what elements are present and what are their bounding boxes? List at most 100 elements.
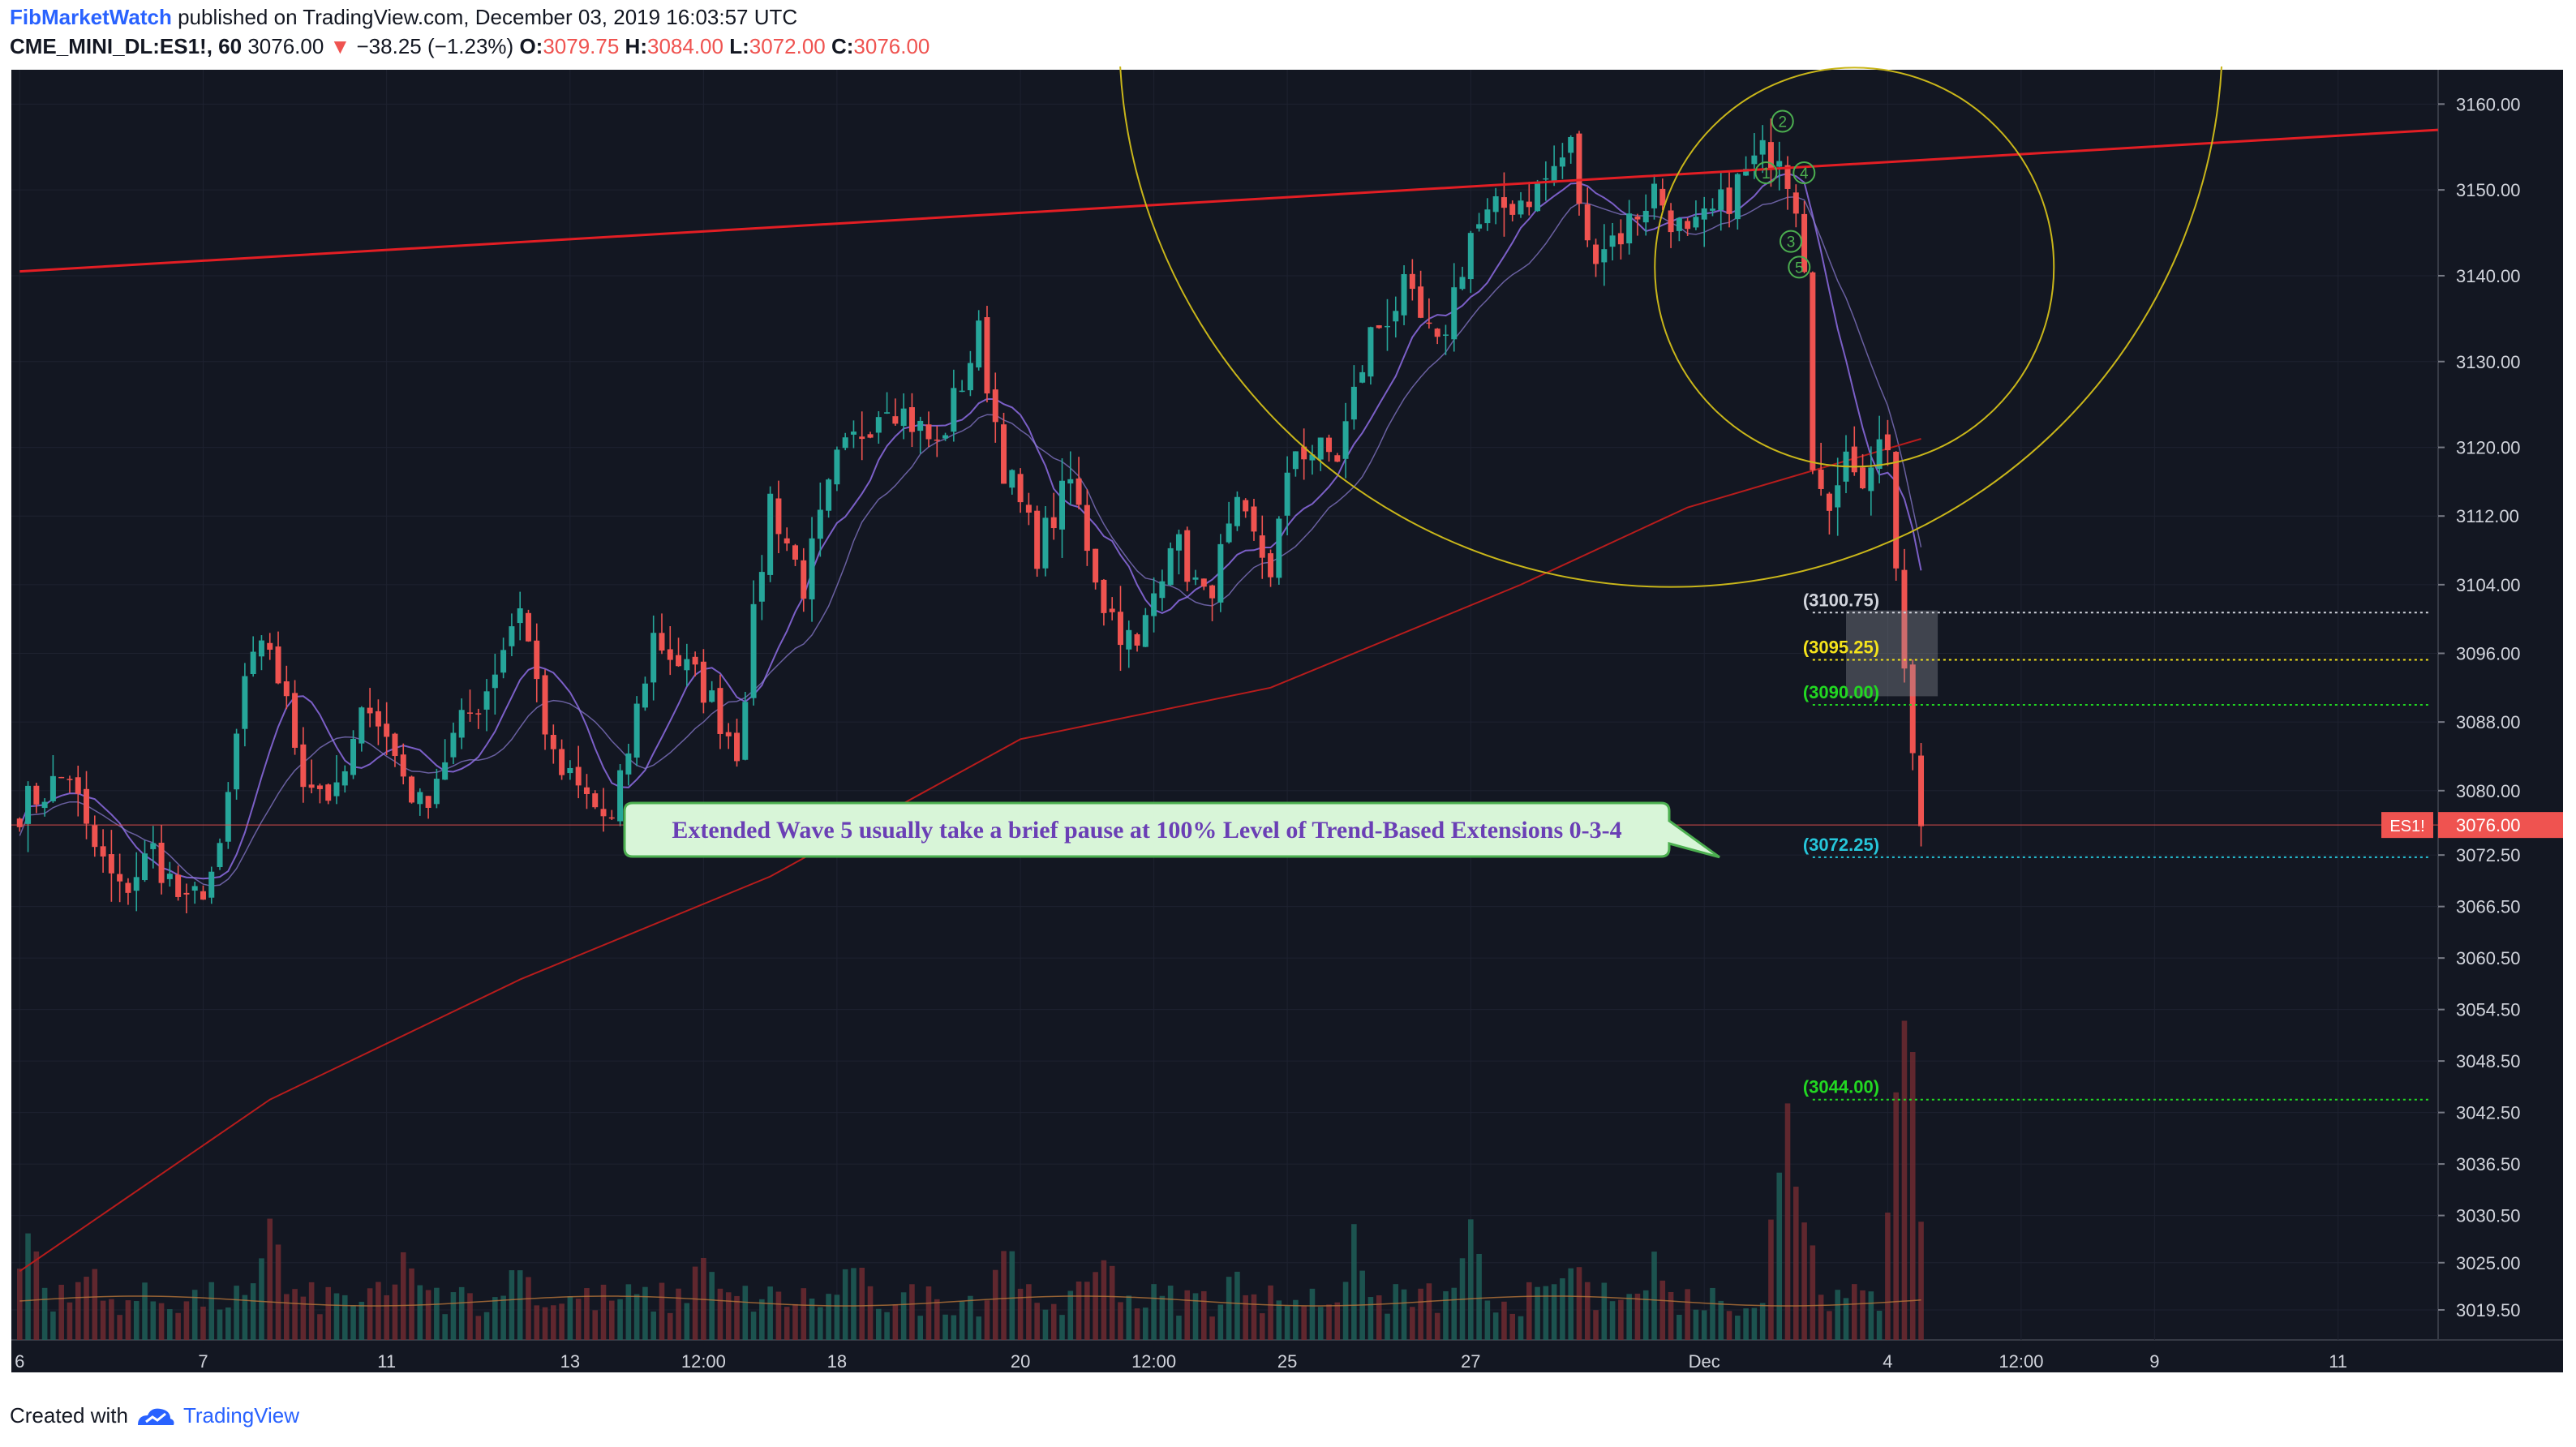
candle-body — [1767, 142, 1774, 170]
candle-body — [1526, 201, 1532, 208]
volume-bar — [100, 1300, 106, 1340]
volume-bar — [892, 1304, 899, 1340]
candle-body — [834, 449, 840, 485]
volume-bar — [1176, 1316, 1182, 1340]
candle-body — [41, 801, 48, 809]
candle-body — [1326, 437, 1333, 453]
volume-bar — [384, 1295, 389, 1340]
candle-body — [1701, 208, 1707, 220]
volume-bar — [542, 1307, 548, 1340]
volume-bar — [1084, 1282, 1090, 1340]
time-cycle-circle-large[interactable] — [1119, 67, 2222, 588]
candle-body — [1459, 277, 1466, 290]
time-axis[interactable] — [11, 1340, 2563, 1372]
volume-bar — [1109, 1265, 1115, 1340]
symbol-tag-label: ES1! — [2389, 818, 2424, 835]
volume-bar — [500, 1295, 506, 1340]
candle-body — [1418, 286, 1424, 318]
y-tick-label: 3150.00 — [2456, 180, 2521, 200]
wave-label-circle — [1792, 161, 1816, 184]
candle-body — [500, 650, 507, 673]
candle-body — [1009, 470, 1015, 488]
last-price: 3076.00 — [247, 34, 324, 58]
x-tick-label: 25 — [1277, 1351, 1297, 1372]
y-tick-label: 3054.50 — [2456, 1000, 2521, 1020]
volume-bar — [942, 1314, 948, 1340]
high-label: H: — [625, 34, 647, 58]
candle-body — [1259, 535, 1265, 558]
candle-body — [1576, 133, 1582, 204]
volume-bar — [1735, 1316, 1741, 1340]
candle-body — [33, 785, 40, 805]
candle-body — [659, 633, 665, 651]
volume-bar — [1901, 1020, 1908, 1340]
volume-bar — [851, 1268, 857, 1340]
candle-body — [1117, 612, 1123, 646]
candle-body — [525, 612, 531, 642]
candle-body — [976, 320, 982, 368]
tradingview-logo-icon — [137, 1408, 174, 1425]
volume-bar — [400, 1252, 406, 1340]
candle-body — [234, 733, 240, 790]
wave-label-circle — [1754, 161, 1778, 184]
volume-bar — [1201, 1290, 1207, 1340]
created-with-text: Created with — [10, 1403, 128, 1428]
volume-bar — [1609, 1301, 1616, 1340]
volume-bar — [917, 1316, 924, 1340]
candle-body — [84, 788, 90, 824]
volume-bar — [1026, 1284, 1032, 1340]
candle-body — [617, 770, 624, 822]
candle-body — [1835, 485, 1841, 508]
volume-bar — [242, 1295, 248, 1340]
volume-bar — [1710, 1287, 1715, 1340]
candle-body — [325, 784, 332, 801]
annotation-callout[interactable]: Extended Wave 5 usually take a brief pau… — [623, 801, 1720, 859]
volume-bar — [1868, 1291, 1874, 1340]
target-zone-box[interactable] — [1845, 610, 1938, 697]
volume-bar — [1701, 1310, 1707, 1340]
volume-bar — [625, 1284, 632, 1340]
candle-body — [341, 771, 348, 786]
volume-bar — [1518, 1316, 1524, 1340]
volume-bar — [992, 1269, 998, 1340]
volume-bar — [109, 1299, 114, 1340]
resistance-trendline[interactable] — [19, 128, 2439, 273]
plot-area[interactable] — [11, 70, 2438, 1340]
candle-body — [942, 435, 949, 439]
volume-bar — [1768, 1219, 1774, 1340]
y-tick-label: 3036.50 — [2456, 1154, 2521, 1174]
candle-body — [1142, 615, 1148, 647]
volume-bar — [16, 1268, 23, 1340]
candle-body — [458, 710, 465, 738]
volume-bar — [208, 1282, 215, 1340]
volume-bar — [325, 1286, 331, 1340]
volume-bar — [1843, 1298, 1849, 1340]
candle-body — [1535, 183, 1541, 212]
volume-bar — [1226, 1277, 1232, 1340]
candle-body — [1284, 472, 1290, 516]
author-link[interactable]: FibMarketWatch — [10, 5, 172, 29]
volume-bar — [1659, 1280, 1666, 1340]
candle-body — [1384, 325, 1390, 328]
volume-bar — [333, 1293, 340, 1340]
volume-bar — [1284, 1306, 1290, 1340]
price-change: −38.25 (−1.23%) — [356, 34, 514, 58]
candle-body — [859, 436, 865, 440]
volume-bar — [150, 1301, 157, 1340]
volume-bar — [1151, 1284, 1157, 1340]
candle-body — [1017, 474, 1024, 503]
volume-bar — [1743, 1308, 1749, 1340]
volume-bar — [1634, 1293, 1641, 1340]
volume-bar — [1551, 1284, 1557, 1340]
volume-bar — [1835, 1290, 1841, 1340]
candle-body — [734, 732, 741, 762]
volume-bar — [1909, 1052, 1916, 1340]
volume-bar — [1309, 1288, 1316, 1340]
volume-bar — [534, 1305, 540, 1340]
volume-bar — [1434, 1312, 1440, 1340]
time-cycle-circle-small[interactable] — [1654, 67, 2055, 468]
price-chart[interactable]: (3100.75) (3095.25) (3090.00) (3072.25) (304… — [0, 67, 2576, 1389]
price-axis[interactable] — [2438, 70, 2563, 1340]
tradingview-brand[interactable]: TradingView — [182, 1403, 300, 1428]
candle-body — [67, 779, 73, 780]
